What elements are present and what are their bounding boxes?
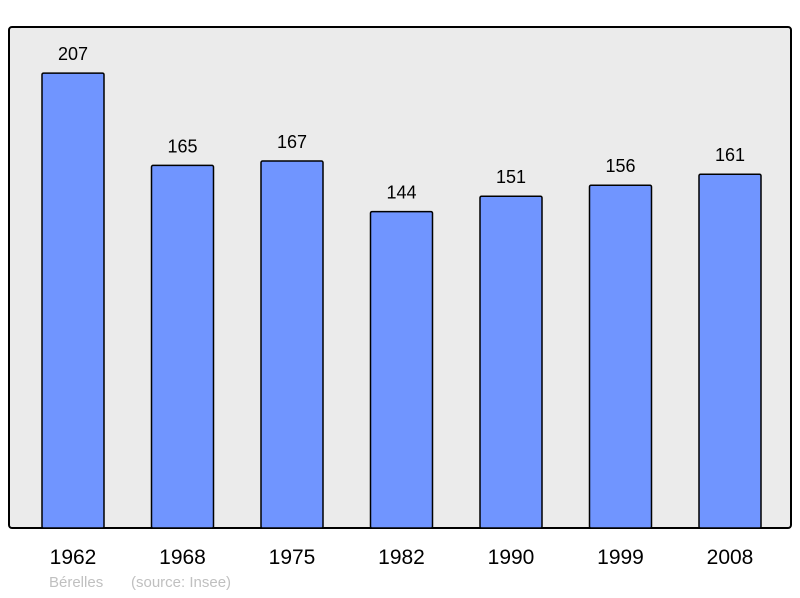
data-label-1982: 144 [386, 183, 416, 203]
data-label-1990: 151 [496, 167, 526, 187]
bar-1999 [588, 184, 653, 529]
x-tick-label-1975: 1975 [269, 546, 316, 569]
x-tick-label-1968: 1968 [159, 546, 206, 569]
x-tick-label-1982: 1982 [378, 546, 425, 569]
data-label-1962: 207 [58, 44, 88, 64]
x-tick-label-1990: 1990 [488, 546, 535, 569]
data-label-2008: 161 [715, 145, 745, 165]
bar-1990 [479, 195, 543, 529]
source-note: (source: Insee) [131, 574, 232, 591]
data-label-1999: 156 [605, 156, 635, 176]
data-label-1968: 165 [167, 136, 197, 156]
bar-1962 [41, 72, 105, 529]
bar-1975 [260, 160, 324, 529]
x-tick-label-1999: 1999 [597, 546, 644, 569]
x-tick-label-2008: 2008 [707, 546, 754, 569]
x-tick-label-1962: 1962 [50, 546, 97, 569]
bar-2008 [698, 173, 762, 529]
bar-1982 [369, 210, 434, 529]
data-label-1975: 167 [277, 132, 307, 152]
commune-name: Bérelles [49, 574, 104, 591]
bar-1968 [150, 164, 215, 529]
